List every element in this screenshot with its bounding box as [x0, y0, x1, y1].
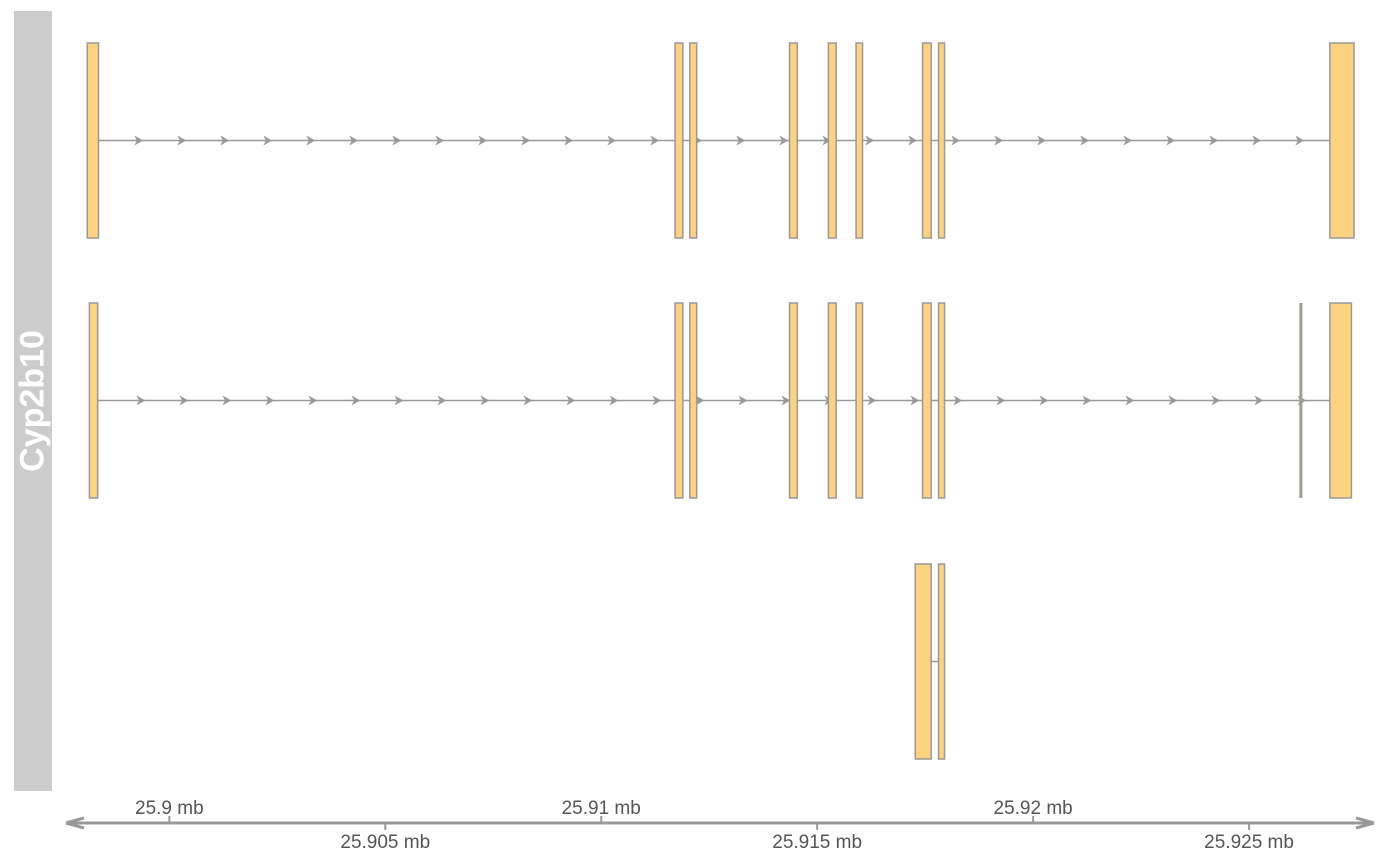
strand-arrow-icon: [1211, 395, 1221, 406]
strand-arrow-icon: [607, 135, 617, 146]
strand-arrow-icon: [1080, 135, 1090, 146]
exon: [855, 42, 864, 239]
axis-tick-label: 25.9 mb: [135, 798, 204, 819]
strand-arrow-icon: [179, 395, 189, 406]
strand-arrow-icon: [306, 135, 316, 146]
strand-arrow-icon: [136, 395, 146, 406]
strand-arrow-icon: [265, 395, 275, 406]
exon: [674, 42, 684, 239]
strand-arrow-icon: [478, 135, 488, 146]
strand-arrow-icon: [437, 395, 447, 406]
exon: [914, 563, 932, 760]
strand-arrow-icon: [134, 135, 144, 146]
strand-arrow-icon: [349, 135, 359, 146]
strand-arrow-icon: [1039, 395, 1049, 406]
axis-tick-label: 25.905 mb: [340, 832, 430, 853]
exon: [86, 42, 100, 239]
strand-arrow-icon: [1295, 135, 1305, 146]
strand-arrow-icon: [1082, 395, 1092, 406]
exon: [1329, 42, 1355, 239]
strand-arrow-icon: [738, 395, 748, 406]
strand-arrow-icon: [523, 395, 533, 406]
strand-arrow-icon: [220, 135, 230, 146]
exon: [788, 42, 799, 239]
axis-tick-label: 25.91 mb: [562, 798, 641, 819]
exon: [689, 302, 698, 499]
strand-arrow-icon: [1254, 395, 1264, 406]
strand-arrow-icon: [521, 135, 531, 146]
strand-arrow-icon: [351, 395, 361, 406]
strand-arrow-icon: [177, 135, 187, 146]
axis-arrow-right-icon: [1355, 816, 1375, 825]
strand-arrow-icon: [908, 135, 918, 146]
strand-arrow-icon: [994, 135, 1004, 146]
strand-arrow-icon: [953, 395, 963, 406]
strand-arrow-icon: [910, 395, 920, 406]
exon: [689, 42, 698, 239]
track-title-panel: Cyp2b10: [14, 11, 52, 791]
exon: [788, 302, 799, 499]
exon: [1329, 302, 1353, 499]
strand-arrow-icon: [951, 135, 961, 146]
exon: [937, 563, 946, 760]
strand-arrow-icon: [1252, 135, 1262, 146]
strand-arrow-icon: [480, 395, 490, 406]
strand-arrow-icon: [1123, 135, 1133, 146]
strand-arrow-icon: [564, 135, 574, 146]
exon: [937, 302, 946, 499]
axis-tick-label: 25.925 mb: [1204, 832, 1294, 853]
strand-arrow-icon: [779, 135, 789, 146]
exon: [921, 42, 932, 239]
strand-arrow-icon: [996, 395, 1006, 406]
axis-tick-label: 25.92 mb: [994, 798, 1073, 819]
exon: [88, 302, 99, 499]
strand-arrow-icon: [392, 135, 402, 146]
exon: [674, 302, 684, 499]
strand-arrow-icon: [1166, 135, 1176, 146]
strand-arrow-icon: [222, 395, 232, 406]
strand-arrow-icon: [566, 395, 576, 406]
strand-arrow-icon: [1037, 135, 1047, 146]
exon: [921, 302, 932, 499]
strand-arrow-icon: [865, 135, 875, 146]
strand-arrow-icon: [263, 135, 273, 146]
strand-arrow-icon: [1209, 135, 1219, 146]
strand-arrow-icon: [867, 395, 877, 406]
axis-tick-label: 25.915 mb: [772, 832, 862, 853]
strand-arrow-icon: [394, 395, 404, 406]
exon: [827, 302, 837, 499]
strand-arrow-icon: [435, 135, 445, 146]
strand-arrow-icon: [650, 135, 660, 146]
axis-arrow-left-icon: [65, 821, 85, 830]
strand-arrow-icon: [781, 395, 791, 406]
strand-arrow-icon: [308, 395, 318, 406]
strand-arrow-icon: [652, 395, 662, 406]
strand-arrow-icon: [736, 135, 746, 146]
exon: [855, 302, 864, 499]
axis-arrow-right-icon: [1355, 821, 1375, 830]
strand-arrow-icon: [1125, 395, 1135, 406]
strand-arrow-icon: [609, 395, 619, 406]
exon: [937, 42, 946, 239]
strand-arrow-icon: [1168, 395, 1178, 406]
axis-arrow-left-icon: [65, 816, 85, 825]
exon: [827, 42, 837, 239]
